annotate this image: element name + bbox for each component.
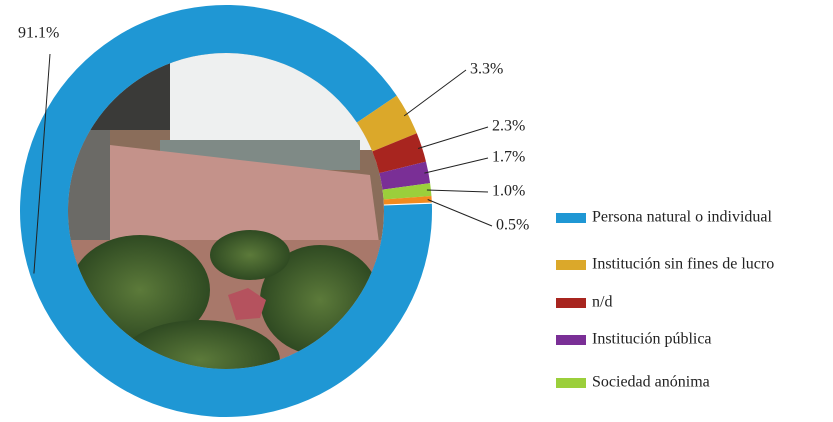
- data-label: 2.3%: [492, 118, 525, 135]
- donut-slice: [383, 196, 432, 205]
- leader-line: [417, 126, 489, 149]
- legend-swatch: [556, 378, 586, 388]
- legend-label: Institución sin fines de lucro: [592, 256, 774, 273]
- donut-slice: [356, 95, 417, 152]
- legend-label: Sociedad anónima: [592, 374, 710, 391]
- legend-label: Institución pública: [592, 331, 712, 348]
- donut-slice: [382, 183, 432, 200]
- leader-line: [427, 199, 493, 227]
- data-label: 1.0%: [492, 183, 525, 200]
- data-label: 0.5%: [496, 217, 529, 234]
- leader-line: [33, 53, 51, 274]
- donut-slice: [372, 133, 426, 174]
- legend-label: Persona natural o individual: [592, 209, 773, 226]
- legend-swatch: [556, 298, 586, 308]
- leader-line: [424, 157, 489, 174]
- data-label: 1.7%: [492, 149, 525, 166]
- legend-swatch: [556, 335, 586, 345]
- data-label: 91.1%: [18, 25, 59, 42]
- legend-label: n/d: [592, 294, 612, 311]
- legend-swatch: [556, 213, 586, 223]
- legend-swatch: [556, 260, 586, 270]
- leader-line: [403, 69, 467, 117]
- leader-line: [426, 189, 489, 193]
- data-label: 3.3%: [470, 61, 503, 78]
- donut-slice: [379, 161, 431, 190]
